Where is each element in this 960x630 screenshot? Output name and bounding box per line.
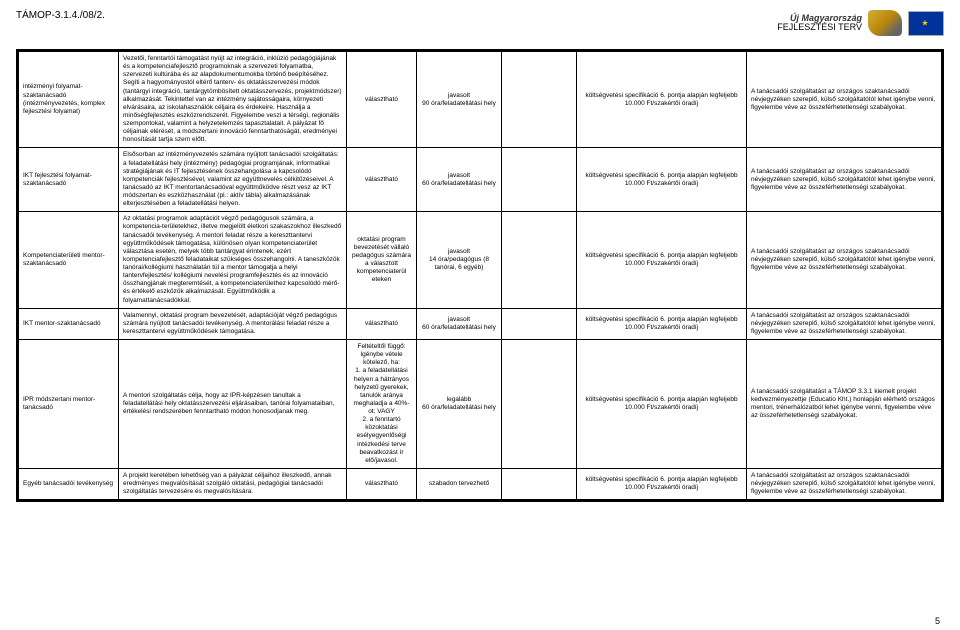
cell-name: IPR módszertani mentor-tanácsadó [19, 340, 119, 469]
cell-description: Vezetői, fenntartói támogatást nyújt az … [119, 52, 347, 148]
cell-note: A tanácsadói szolgáltatást az országos s… [747, 468, 942, 499]
logo-area: Új Magyarország FEJLESZTÉSI TERV [777, 10, 944, 36]
page: TÁMOP-3.1.4./08/2. Új Magyarország FEJLE… [0, 0, 960, 630]
cell-mandatory: Feltételtől függő: Igénybe vétele kötele… [347, 340, 417, 469]
cell-hours: javasolt60 óra/feladatellátási hely [417, 308, 502, 339]
cell-mandatory: választható [347, 148, 417, 212]
cell-extra [502, 468, 577, 499]
cell-name: IKT mentor-szaktanácsadó [19, 308, 119, 339]
cell-description: Elsősorban az intézményvezetés számára n… [119, 148, 347, 212]
cell-description: A projekt keretében lehetőség van a pály… [119, 468, 347, 499]
cell-note: A tanácsadói szolgáltatást az országos s… [747, 308, 942, 339]
table-row: Kompetenciaterületi mentor-szaktanácsadó… [19, 212, 942, 308]
cell-description: Az oktatási programok adaptációt végző p… [119, 212, 347, 308]
eu-flag-icon [908, 11, 944, 36]
cell-note: A tanácsadói szolgáltatást az országos s… [747, 148, 942, 212]
table-row: IPR módszertani mentor-tanácsadóA mentor… [19, 340, 942, 469]
cell-note: A tanácsadói szolgáltatást a TÁMOP 3.3.1… [747, 340, 942, 469]
cell-extra [502, 148, 577, 212]
cell-name: Kompetenciaterületi mentor-szaktanácsadó [19, 212, 119, 308]
cell-mandatory: választható [347, 308, 417, 339]
cell-cost: költségvetési specifikáció 6. pontja ala… [577, 340, 747, 469]
cell-cost: költségvetési specifikáció 6. pontja ala… [577, 52, 747, 148]
cell-extra [502, 340, 577, 469]
cell-hours: javasolt14 óra/pedagógus (8 tanórai, 6 e… [417, 212, 502, 308]
cell-hours: legalább60 óra/feladatellátási hely [417, 340, 502, 469]
cell-mandatory: választható [347, 468, 417, 499]
cell-cost: költségvetési specifikáció 6. pontja ala… [577, 468, 747, 499]
cell-hours: javasolt90 óra/feladatellátási hely [417, 52, 502, 148]
cell-cost: költségvetési specifikáció 6. pontja ala… [577, 308, 747, 339]
cell-mandatory: választható [347, 52, 417, 148]
cell-cost: költségvetési specifikáció 6. pontja ala… [577, 148, 747, 212]
cell-extra [502, 308, 577, 339]
table-row: IKT fejlesztési folyamat-szaktanácsadóEl… [19, 148, 942, 212]
logo-text: Új Magyarország FEJLESZTÉSI TERV [777, 14, 862, 32]
table-row: intézményi folyamat-szaktanácsadó (intéz… [19, 52, 942, 148]
page-number: 5 [935, 616, 940, 626]
cell-extra [502, 52, 577, 148]
cell-name: IKT fejlesztési folyamat-szaktanácsadó [19, 148, 119, 212]
table-row: Egyéb tanácsadói tevékenységA projekt ke… [19, 468, 942, 499]
cell-extra [502, 212, 577, 308]
cell-description: Valamennyi, oktatási program bevezetését… [119, 308, 347, 339]
cell-hours: szabadon tervezhető [417, 468, 502, 499]
cell-name: intézményi folyamat-szaktanácsadó (intéz… [19, 52, 119, 148]
cell-cost: költségvetési specifikáció 6. pontja ala… [577, 212, 747, 308]
cell-description: A mentori szolgáltatás célja, hogy az IP… [119, 340, 347, 469]
swirl-icon [868, 10, 902, 36]
table-row: IKT mentor-szaktanácsadóValamennyi, okta… [19, 308, 942, 339]
cell-note: A tanácsadói szolgáltatást az országos s… [747, 52, 942, 148]
cell-name: Egyéb tanácsadói tevékenység [19, 468, 119, 499]
table-wrapper: intézményi folyamat-szaktanácsadó (intéz… [16, 49, 944, 502]
cell-hours: javasolt60 óra/feladatellátási hely [417, 148, 502, 212]
services-table: intézményi folyamat-szaktanácsadó (intéz… [18, 51, 942, 500]
cell-mandatory: oktatási program bevezetését vállaló ped… [347, 212, 417, 308]
logo-line2: FEJLESZTÉSI TERV [777, 23, 862, 32]
cell-note: A tanácsadói szolgáltatást az országos s… [747, 212, 942, 308]
